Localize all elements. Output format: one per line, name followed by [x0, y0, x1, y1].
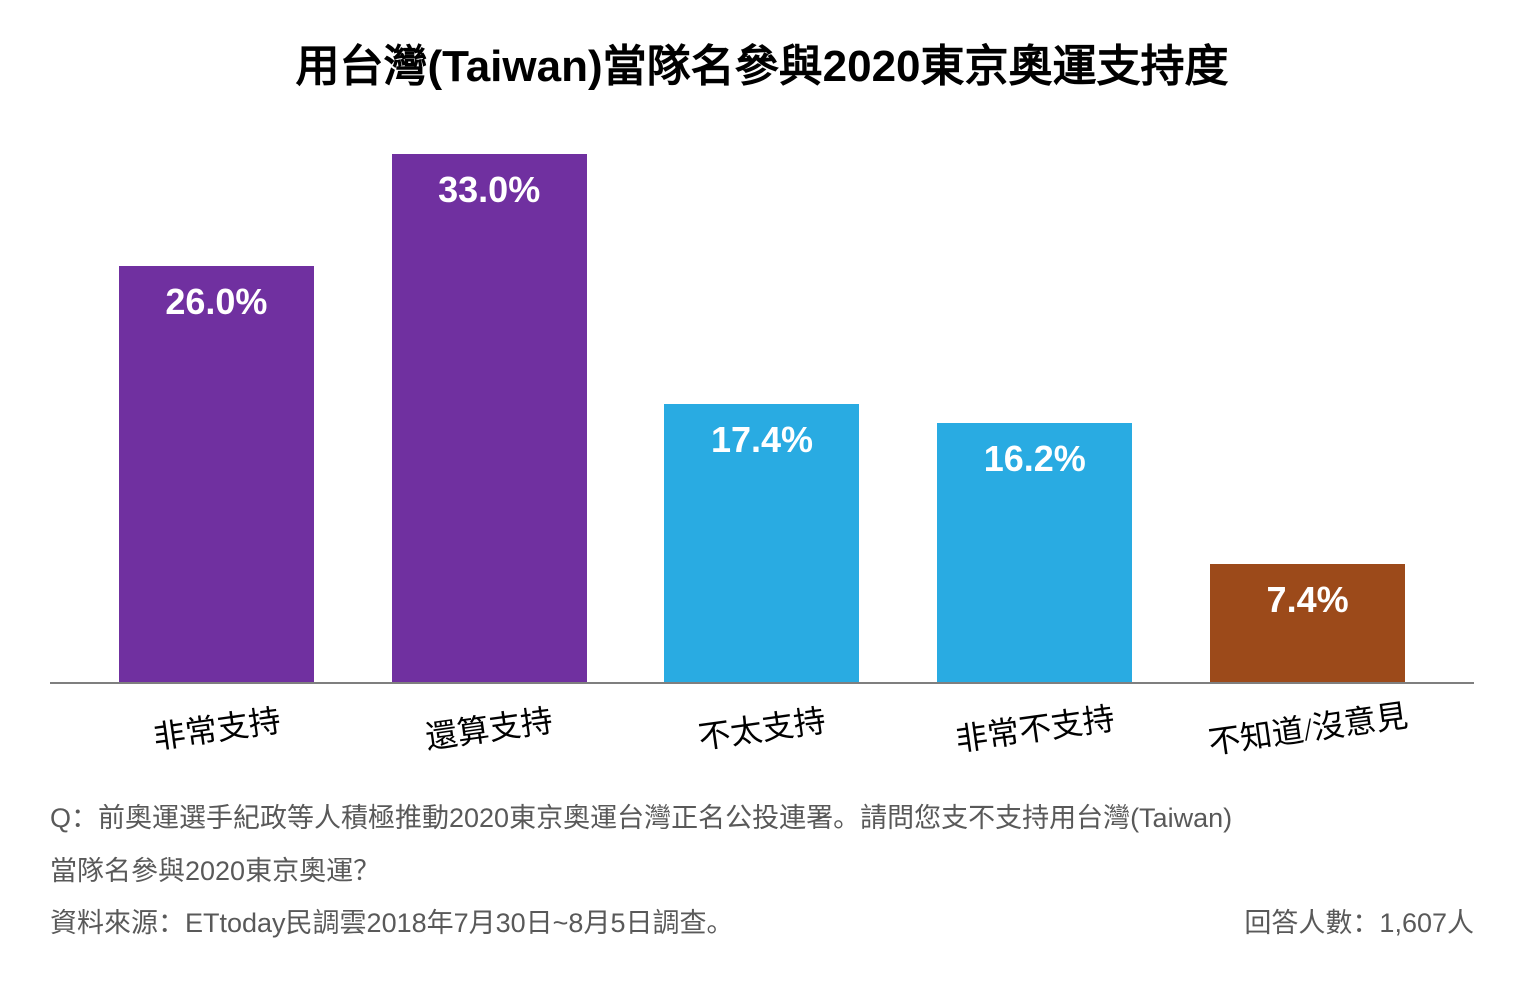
bar-2: 17.4%: [664, 404, 859, 682]
bar-value-label-0: 26.0%: [165, 266, 267, 323]
bar-value-label-1: 33.0%: [438, 154, 540, 211]
category-label-2: 不太支持: [637, 687, 887, 767]
bar-wrapper-2: 17.4%: [639, 404, 885, 682]
category-label-3: 非常不支持: [910, 687, 1160, 767]
bar-wrapper-4: 7.4%: [1185, 564, 1431, 682]
bar-wrapper-1: 33.0%: [366, 154, 612, 682]
bars-container: 26.0% 33.0% 17.4% 16.2% 7.4%: [50, 124, 1474, 684]
category-labels-row: 非常支持 還算支持 不太支持 非常不支持 不知道/沒意見: [50, 684, 1474, 750]
footer-source: 資料來源：ETtoday民調雲2018年7月30日~8月5日調查。: [50, 899, 733, 948]
footer-question-line2: 當隊名參與2020東京奧運？: [50, 847, 1474, 896]
footer-respondents: 回答人數：1,607人: [1244, 899, 1474, 948]
chart-area: 26.0% 33.0% 17.4% 16.2% 7.4% 非常支持 還算支持 不…: [50, 124, 1474, 744]
bar-0: 26.0%: [119, 266, 314, 682]
footer-section: Q：前奧運選手紀政等人積極推動2020東京奧運台灣正名公投連署。請問您支不支持用…: [50, 794, 1474, 948]
bar-value-label-4: 7.4%: [1267, 564, 1349, 621]
category-label-4: 不知道/沒意見: [1183, 687, 1433, 767]
bar-4: 7.4%: [1210, 564, 1405, 682]
bar-wrapper-0: 26.0%: [94, 266, 340, 682]
footer-question-line1: Q：前奧運選手紀政等人積極推動2020東京奧運台灣正名公投連署。請問您支不支持用…: [50, 794, 1474, 843]
bar-value-label-2: 17.4%: [711, 404, 813, 461]
bar-wrapper-3: 16.2%: [912, 423, 1158, 682]
category-label-0: 非常支持: [92, 687, 342, 767]
category-label-1: 還算支持: [364, 687, 614, 767]
bar-3: 16.2%: [937, 423, 1132, 682]
footer-bottom-row: 資料來源：ETtoday民調雲2018年7月30日~8月5日調查。 回答人數：1…: [50, 899, 1474, 948]
bar-1: 33.0%: [392, 154, 587, 682]
bar-value-label-3: 16.2%: [984, 423, 1086, 480]
chart-title: 用台灣(Taiwan)當隊名參與2020東京奧運支持度: [50, 30, 1474, 94]
